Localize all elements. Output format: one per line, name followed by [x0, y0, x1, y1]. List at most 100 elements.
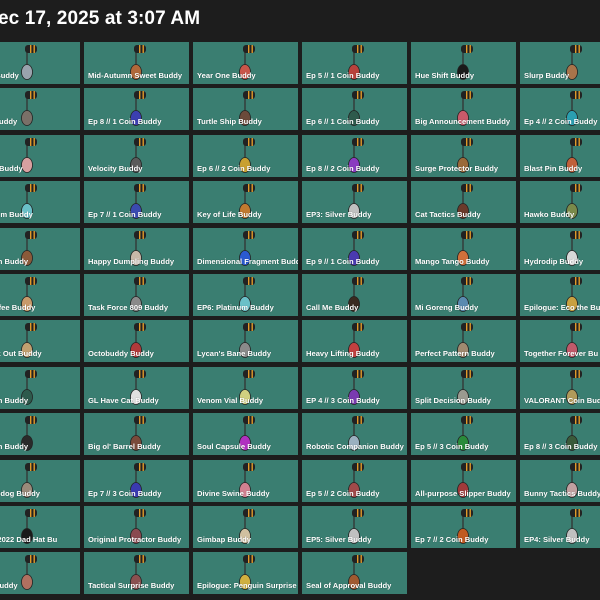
- buddy-tile[interactable]: Surge Protector Buddy: [411, 134, 516, 177]
- buddy-tile[interactable]: Robotic Companion Buddy: [302, 413, 407, 456]
- buddy-name: All-purpose Slipper Buddy: [415, 488, 511, 498]
- buddy-tile[interactable]: Epilogue: Penguin Surprise B: [193, 552, 298, 595]
- buddy-charm-icon: [239, 277, 255, 312]
- buddy-tile[interactable]: Mid-Autumn Sweet Buddy: [84, 42, 189, 84]
- buddy-name: EP3: Silver Buddy: [306, 210, 372, 220]
- buddy-tile[interactable]: Big ol' Barrel Buddy: [84, 413, 189, 456]
- buddy-tile[interactable]: Cat Tactics Buddy: [411, 181, 516, 224]
- buddy-name: Robotic Companion Buddy: [306, 442, 404, 452]
- buddy-tile[interactable]: Here Buddy: [0, 552, 80, 595]
- buddy-tile[interactable]: Lycan's Bane Buddy: [193, 320, 298, 363]
- buddy-name: Gimbap Buddy: [197, 535, 252, 544]
- buddy-name: Epilogue: Eco the Bul: [524, 303, 600, 312]
- buddy-tile[interactable]: / 1 Coin Buddy: [0, 227, 80, 270]
- buddy-charm-icon: [130, 91, 146, 127]
- buddy-tile[interactable]: Octobuddy Buddy: [84, 320, 189, 363]
- buddy-tile[interactable]: Gimbap Buddy: [193, 506, 298, 548]
- buddy-tile[interactable]: Hydrodip Buddy: [520, 227, 600, 270]
- buddy-tile[interactable]: Ep 5 // 2 Coin Buddy: [302, 459, 407, 502]
- buddy-charm-icon: [130, 45, 146, 80]
- buddy-name: he Bulldog Buddy: [0, 488, 40, 498]
- buddy-tile[interactable]: Split Decision Buddy: [411, 366, 516, 409]
- buddy-charm-icon: [21, 323, 37, 359]
- buddy-tile[interactable]: Ep 6 // 2 Coin Buddy: [193, 134, 298, 177]
- buddy-name: Slurp Buddy: [524, 71, 570, 80]
- buddy-tile[interactable]: n-Rock Out Buddy: [0, 320, 80, 363]
- buddy-tile[interactable]: Ep 8 // 2 Coin Buddy: [302, 134, 407, 177]
- buddy-charm-icon: [130, 462, 146, 498]
- buddy-tile[interactable]: Velocity Buddy: [84, 134, 189, 177]
- buddy-tile[interactable]: Ep 8 // 1 Coin Buddy: [84, 88, 189, 131]
- buddy-tile[interactable]: Blast Pin Buddy: [520, 134, 600, 177]
- buddy-name: Velocity Buddy: [88, 163, 143, 173]
- buddy-tile[interactable]: All-purpose Slipper Buddy: [411, 459, 516, 502]
- buddy-tile[interactable]: Ep 9 // 1 Coin Buddy: [302, 227, 407, 270]
- buddy-name: Cat Tactics Buddy: [415, 210, 481, 220]
- buddy-tile[interactable]: Original Protractor Buddy: [84, 506, 189, 548]
- buddy-tile[interactable]: Platinum Buddy: [0, 181, 80, 224]
- buddy-charm-icon: [566, 137, 582, 173]
- buddy-tile[interactable]: EP 4 // 3 Coin Buddy: [302, 366, 407, 409]
- buddy-tile[interactable]: Bunny Tactics Buddy: [520, 459, 600, 502]
- buddy-tile[interactable]: Soul Capsule Buddy: [193, 413, 298, 456]
- buddy-tile[interactable]: Divine Swine Buddy: [193, 459, 298, 502]
- buddy-tile[interactable]: / 1 Coin Buddy: [0, 366, 80, 409]
- buddy-tile[interactable]: Venom Vial Buddy: [193, 366, 298, 409]
- buddy-tile[interactable]: Slurp Buddy: [520, 42, 600, 84]
- buddy-charm-icon: [457, 230, 473, 266]
- buddy-tile[interactable]: Ep 5 // 1 Coin Buddy: [302, 42, 407, 84]
- buddy-tile[interactable]: EP4: Silver Buddy: [520, 506, 600, 548]
- buddy-name: / 1 Coin Buddy: [0, 395, 29, 405]
- buddy-tile[interactable]: he Bulldog Buddy: [0, 459, 80, 502]
- buddy-tile[interactable]: EP5: Silver Buddy: [302, 506, 407, 548]
- buddy-tile[interactable]: Ep 8 // 3 Coin Buddy: [520, 413, 600, 456]
- buddy-tile[interactable]: Big Announcement Buddy: [411, 88, 516, 131]
- buddy-tile[interactable]: Ep 7 // 3 Coin Buddy: [84, 459, 189, 502]
- buddy-tile[interactable]: VALORANT Coin Bud: [520, 366, 600, 409]
- buddy-tile[interactable]: Hawko Buddy: [520, 181, 600, 224]
- buddy-charm-icon: [348, 230, 364, 266]
- buddy-charm-icon: [348, 555, 364, 591]
- buddy-tile[interactable]: Ep 5 // 3 Coin Buddy: [411, 413, 516, 456]
- buddy-tile[interactable]: Ep 7 // 2 Coin Buddy: [411, 506, 516, 548]
- buddy-tile[interactable]: Key of Life Buddy: [193, 181, 298, 224]
- buddy-tile[interactable]: Task Force 809 Buddy: [84, 274, 189, 316]
- buddy-tile[interactable]: na Coffee Buddy: [0, 274, 80, 316]
- buddy-tile[interactable]: Tactical Surprise Buddy: [84, 552, 189, 595]
- buddy-tile[interactable]: Seal of Approval Buddy: [302, 552, 407, 595]
- buddy-name: n-Rock Out Buddy: [0, 349, 42, 359]
- buddy-tile[interactable]: Perfect Pattern Buddy: [411, 320, 516, 363]
- buddy-tile[interactable]: Year One Buddy: [193, 42, 298, 84]
- buddy-tile[interactable]: Epilogue: Eco the Bul: [520, 274, 600, 316]
- buddy-tile[interactable]: EP3: Silver Buddy: [302, 181, 407, 224]
- buddy-name: Ep 6 // 2 Coin Buddy: [197, 163, 271, 173]
- buddy-tile[interactable]: EP6: Platinum Buddy: [193, 274, 298, 316]
- buddy-name: Ep 9 // 1 Coin Buddy: [306, 256, 380, 266]
- buddy-tile[interactable]: Together Forever Bu: [520, 320, 600, 363]
- buddy-charm-icon: [239, 91, 255, 127]
- buddy-tile[interactable]: Turtle Ship Buddy: [193, 88, 298, 131]
- buddy-tile[interactable]: Hue Shift Buddy: [411, 42, 516, 84]
- buddy-charm-icon: [457, 45, 473, 80]
- buddy-tile[interactable]: GL Have Cat Buddy: [84, 366, 189, 409]
- buddy-tile[interactable]: Heavy Lifting Buddy: [302, 320, 407, 363]
- buddy-tile[interactable]: oner Buddy: [0, 88, 80, 131]
- buddy-tile[interactable]: Ep 7 // 1 Coin Buddy: [84, 181, 189, 224]
- buddy-tile[interactable]: Mango Tango Buddy: [411, 227, 516, 270]
- buddy-tile[interactable]: Call Me Buddy: [302, 274, 407, 316]
- buddy-tile[interactable]: Mi Goreng Buddy: [411, 274, 516, 316]
- buddy-name: Hydrodip Buddy: [524, 256, 584, 266]
- buddy-tile[interactable]: Happy Dumpling Buddy: [84, 227, 189, 270]
- buddy-tile[interactable]: Ep 6 // 1 Coin Buddy: [302, 88, 407, 131]
- buddy-name: Here Buddy: [0, 581, 18, 591]
- buddy-tile[interactable]: Ep 4 // 2 Coin Buddy: [520, 88, 600, 131]
- buddy-tile[interactable]: Dimensional Fragment Buddy: [193, 227, 298, 270]
- buddy-tile[interactable]: oshka Buddy: [0, 134, 80, 177]
- buddy-name: Ep 5 // 2 Coin Buddy: [306, 488, 380, 498]
- buddy-tile[interactable]: t Jett Buddy: [0, 42, 80, 84]
- buddy-tile[interactable]: / 3 Coin Buddy: [0, 413, 80, 456]
- buddy-charm-icon: [239, 369, 255, 405]
- buddy-name: na Coffee Buddy: [0, 303, 36, 312]
- buddy-tile[interactable]: pions 2022 Dad Hat Bu: [0, 506, 80, 548]
- buddy-name: / 3 Coin Buddy: [0, 442, 29, 452]
